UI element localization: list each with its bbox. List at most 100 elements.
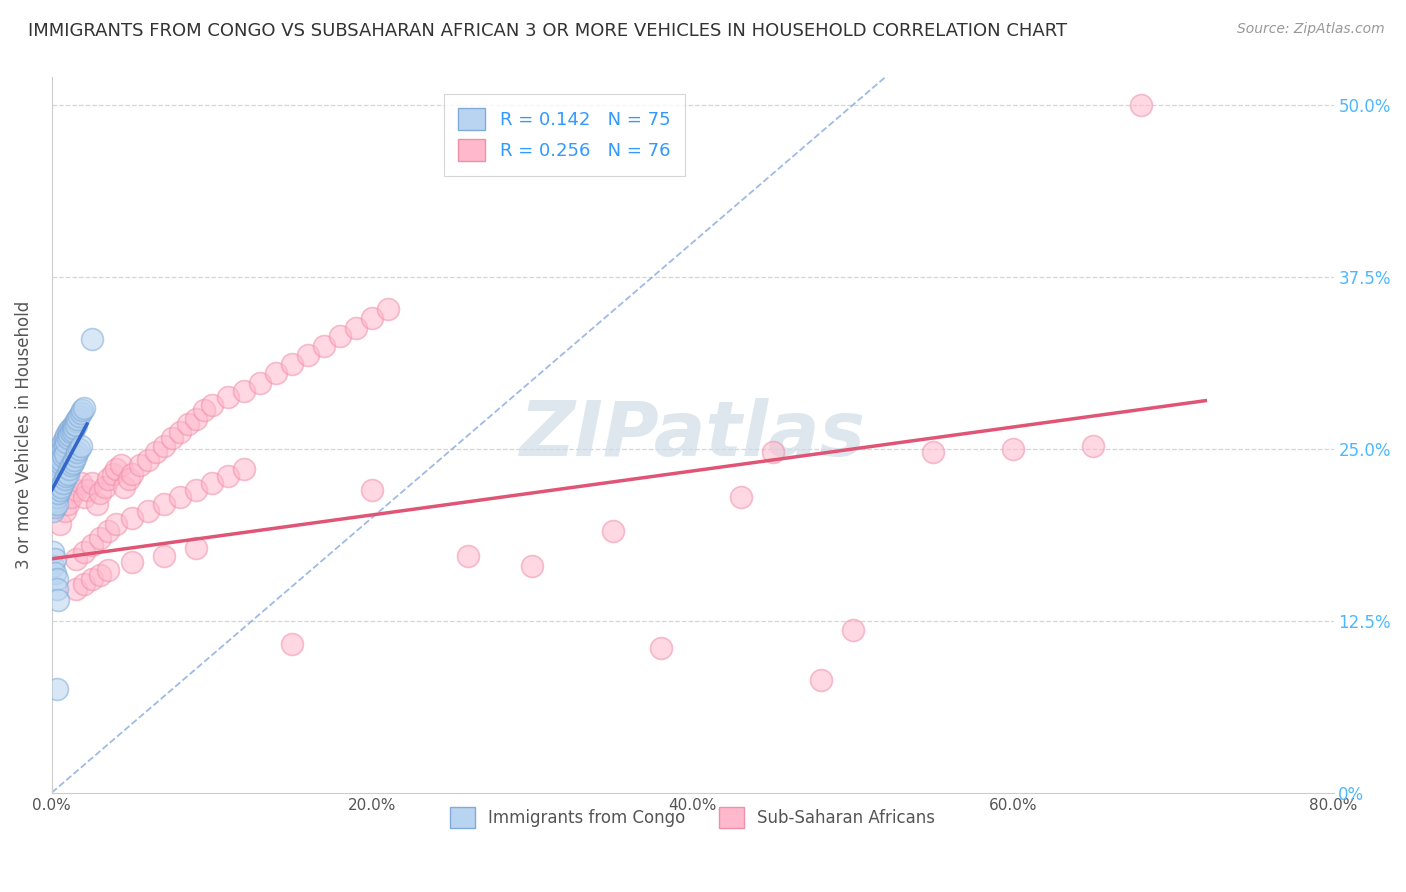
Point xyxy=(55,434,77,449)
Point xyxy=(69,439,91,453)
Point xyxy=(80,476,103,491)
Point xyxy=(42,456,65,470)
Point xyxy=(101,467,124,481)
Point xyxy=(522,558,544,573)
Point xyxy=(1130,98,1153,112)
Point xyxy=(46,593,69,607)
Point xyxy=(56,431,79,445)
Point xyxy=(80,538,103,552)
Point xyxy=(58,462,80,476)
Point xyxy=(76,483,98,497)
Text: IMMIGRANTS FROM CONGO VS SUBSAHARAN AFRICAN 3 OR MORE VEHICLES IN HOUSEHOLD CORR: IMMIGRANTS FROM CONGO VS SUBSAHARAN AFRI… xyxy=(28,22,1067,40)
Point xyxy=(56,467,79,481)
Point xyxy=(55,469,77,483)
Point xyxy=(45,462,67,476)
Point xyxy=(42,545,65,559)
Point xyxy=(53,504,76,518)
Point xyxy=(128,458,150,473)
Point xyxy=(44,551,66,566)
Text: Source: ZipAtlas.com: Source: ZipAtlas.com xyxy=(1237,22,1385,37)
Point xyxy=(46,458,69,473)
Point xyxy=(361,483,384,497)
Point xyxy=(51,444,73,458)
Point xyxy=(44,500,66,514)
Point xyxy=(160,431,183,445)
Point xyxy=(51,480,73,494)
Point xyxy=(62,456,84,470)
Point xyxy=(104,517,127,532)
Point xyxy=(52,476,75,491)
Point xyxy=(89,485,111,500)
Point xyxy=(264,366,287,380)
Point xyxy=(62,424,84,438)
Point xyxy=(136,504,159,518)
Point xyxy=(602,524,624,539)
Point xyxy=(169,490,191,504)
Point xyxy=(153,549,176,563)
Point xyxy=(361,311,384,326)
Point xyxy=(65,449,87,463)
Point xyxy=(51,452,73,467)
Point xyxy=(69,406,91,420)
Point xyxy=(86,497,108,511)
Text: ZIPatlas: ZIPatlas xyxy=(520,398,866,472)
Point xyxy=(69,476,91,491)
Point xyxy=(121,467,143,481)
Point xyxy=(46,467,69,481)
Point xyxy=(44,480,66,494)
Point xyxy=(762,444,785,458)
Point xyxy=(184,541,207,555)
Point xyxy=(314,338,336,352)
Point xyxy=(59,421,82,435)
Point xyxy=(344,320,367,334)
Point xyxy=(66,444,89,458)
Point xyxy=(65,483,87,497)
Point xyxy=(45,573,67,587)
Point xyxy=(217,390,239,404)
Point xyxy=(44,494,66,508)
Point xyxy=(52,434,75,449)
Point xyxy=(45,490,67,504)
Point xyxy=(55,428,77,442)
Point xyxy=(145,444,167,458)
Point xyxy=(97,472,120,486)
Point xyxy=(44,467,66,481)
Point xyxy=(281,637,304,651)
Point xyxy=(66,411,89,425)
Point xyxy=(184,483,207,497)
Point xyxy=(63,421,86,435)
Point xyxy=(177,417,200,431)
Point xyxy=(46,452,69,467)
Point xyxy=(53,431,76,445)
Point xyxy=(58,423,80,437)
Point xyxy=(377,301,399,316)
Point xyxy=(46,444,69,458)
Point xyxy=(49,442,72,456)
Point xyxy=(810,673,832,687)
Point xyxy=(42,504,65,518)
Point xyxy=(842,624,865,638)
Point xyxy=(922,444,945,458)
Point xyxy=(233,384,256,398)
Point xyxy=(45,469,67,483)
Point xyxy=(457,549,479,563)
Point xyxy=(65,582,87,596)
Point xyxy=(104,462,127,476)
Point xyxy=(63,452,86,467)
Point xyxy=(201,476,224,491)
Y-axis label: 3 or more Vehicles in Household: 3 or more Vehicles in Household xyxy=(15,301,32,569)
Point xyxy=(193,403,215,417)
Point xyxy=(73,490,96,504)
Point xyxy=(45,456,67,470)
Point xyxy=(45,497,67,511)
Point xyxy=(42,558,65,573)
Point xyxy=(112,480,135,494)
Point xyxy=(110,458,132,473)
Point xyxy=(44,472,66,486)
Point xyxy=(67,409,90,423)
Point xyxy=(53,472,76,486)
Point xyxy=(45,582,67,596)
Point xyxy=(63,417,86,431)
Point xyxy=(58,428,80,442)
Point xyxy=(201,398,224,412)
